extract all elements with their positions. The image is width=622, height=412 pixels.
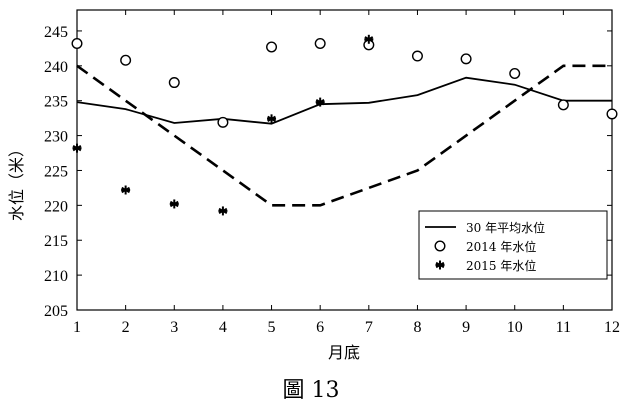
y-tick-label: 205 (44, 303, 68, 320)
point-2015 (121, 185, 131, 195)
dashed-reference-line (76, 64, 612, 207)
y-tick-label: 220 (44, 198, 68, 215)
plot-frame (76, 9, 613, 311)
point-2014 (460, 53, 472, 65)
average-level-line (76, 76, 612, 125)
point-2014 (266, 41, 278, 53)
point-2014 (557, 99, 569, 111)
legend-box (418, 210, 608, 280)
x-tick-label: 12 (604, 319, 620, 336)
x-tick-label: 11 (556, 319, 571, 336)
point-2015 (364, 34, 374, 44)
y-axis-label: 水位（米） (7, 141, 26, 221)
legend-circle-swatch (434, 240, 446, 252)
point-2015 (218, 206, 228, 216)
x-tick-label: 5 (268, 319, 276, 336)
legend-asterisk-swatch (435, 260, 445, 270)
point-2015 (72, 143, 82, 153)
point-2015 (267, 114, 277, 124)
point-2014 (411, 50, 423, 62)
point-2015 (315, 97, 325, 107)
figure-caption: 圖 13 (282, 378, 340, 403)
legend-label: 2015 年水位 (466, 258, 536, 273)
x-axis-label: 月底 (328, 343, 360, 362)
x-tick-label: 10 (507, 319, 523, 336)
x-tick-label: 3 (170, 319, 178, 336)
x-tick-label: 6 (316, 319, 324, 336)
x-tick-label: 9 (462, 319, 470, 336)
y-axis: 205 210 215 220 225 230 235 240 245 (44, 24, 612, 320)
y-tick-label: 235 (44, 94, 68, 111)
point-2014 (314, 37, 326, 49)
x-tick-label: 4 (219, 319, 227, 336)
point-2014 (606, 108, 618, 120)
legend: 30 年平均水位 2014 年水位 2015 年水位 (418, 210, 608, 280)
point-2014 (120, 54, 132, 66)
x-tick-label: 8 (413, 319, 421, 336)
series-layer (71, 34, 618, 216)
x-axis: 1 2 3 4 5 6 7 8 9 10 11 12 (73, 10, 620, 336)
point-2014 (217, 116, 229, 128)
y-tick-label: 210 (44, 268, 68, 285)
point-2015 (169, 199, 179, 209)
x-tick-label: 2 (122, 319, 130, 336)
x-tick-label: 7 (365, 319, 373, 336)
point-2014 (509, 67, 521, 79)
legend-label: 30 年平均水位 (466, 220, 545, 235)
y-tick-label: 225 (44, 163, 68, 180)
point-2014 (71, 37, 83, 49)
x-tick-label: 1 (73, 319, 81, 336)
y-tick-label: 215 (44, 233, 68, 250)
legend-label: 2014 年水位 (466, 239, 536, 254)
y-tick-label: 230 (44, 129, 68, 146)
y-tick-label: 245 (44, 24, 68, 41)
point-2014 (168, 77, 180, 89)
y-tick-label: 240 (44, 59, 68, 76)
